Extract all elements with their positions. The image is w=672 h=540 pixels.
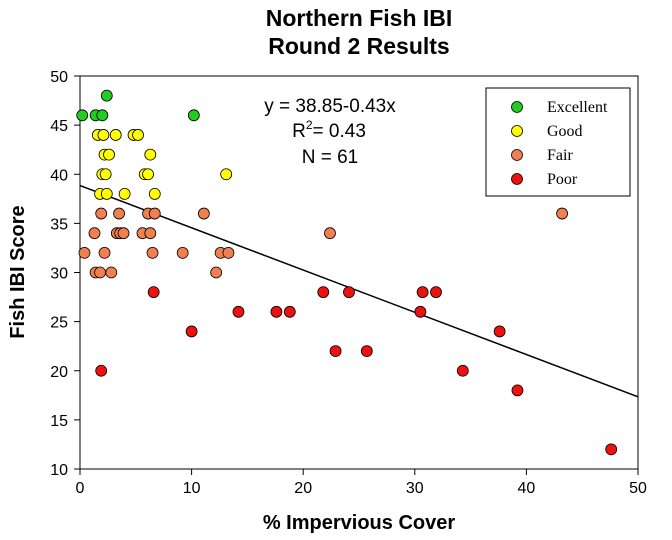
trendline-group <box>79 184 639 398</box>
data-point <box>76 109 89 122</box>
data-point <box>118 187 131 200</box>
data-point <box>142 168 154 181</box>
legend-marker <box>511 173 523 185</box>
data-point <box>99 168 112 181</box>
x-tick-label: 30 <box>406 480 424 497</box>
data-point <box>324 227 336 240</box>
data-point <box>493 325 506 338</box>
legend-label: Fair <box>547 147 573 164</box>
data-point <box>556 207 569 220</box>
series-poor <box>95 286 618 456</box>
data-point <box>197 207 210 220</box>
data-point <box>109 129 122 141</box>
x-tick-label: 40 <box>518 480 536 497</box>
data-point <box>94 266 106 279</box>
data-point <box>360 345 373 358</box>
data-point <box>103 148 115 161</box>
regression-equation: y = 38.85-0.43x <box>264 96 396 117</box>
data-point <box>146 246 159 259</box>
data-point <box>343 286 355 299</box>
data-point <box>185 325 198 338</box>
legend: Excellent Good Fair Poor <box>485 87 631 197</box>
legend-label: Poor <box>547 171 578 188</box>
data-points <box>76 89 618 456</box>
data-point <box>132 129 144 141</box>
data-point <box>283 305 296 318</box>
series-good <box>91 129 233 200</box>
data-point <box>232 305 245 318</box>
x-axis-label: % Impervious Cover <box>263 512 456 534</box>
y-tick-label: 25 <box>50 315 68 332</box>
y-tick-label: 20 <box>50 364 68 381</box>
data-point <box>176 246 189 259</box>
y-tick-label: 10 <box>50 462 68 479</box>
data-point <box>88 227 101 240</box>
legend-label: Excellent <box>547 99 608 116</box>
legend-items: Excellent Good Fair Poor <box>511 99 608 188</box>
y-tick-label: 40 <box>50 167 68 184</box>
chart-title-line-2: Round 2 Results <box>268 33 449 59</box>
legend-marker <box>511 101 523 113</box>
data-point <box>456 364 469 377</box>
data-point <box>148 207 161 220</box>
data-point <box>117 227 130 240</box>
y-tick-label: 30 <box>50 266 68 283</box>
data-point <box>148 187 161 200</box>
y-tick-label: 15 <box>50 413 68 430</box>
data-point <box>98 246 111 259</box>
data-point <box>100 187 113 200</box>
axis-ticks: 0 10 20 30 40 50 10 15 20 25 30 35 40 45 50 <box>50 69 647 497</box>
y-axis-label: Fish IBI Score <box>7 205 29 338</box>
data-point <box>95 207 108 220</box>
r-squared: R2= 0.43 <box>292 118 366 142</box>
data-point <box>414 305 427 318</box>
data-point <box>317 286 330 299</box>
data-point <box>105 266 118 279</box>
data-point <box>100 89 113 102</box>
r-squared-value: = 0.43 <box>313 121 366 142</box>
legend-box <box>485 87 631 197</box>
x-tick-label: 50 <box>629 480 647 497</box>
chart-title-line-1: Northern Fish IBI <box>266 5 453 31</box>
data-point <box>147 286 160 299</box>
trendline <box>79 184 639 398</box>
data-point <box>511 384 524 397</box>
x-tick-label: 0 <box>76 480 85 497</box>
y-tick-label: 35 <box>50 216 68 233</box>
data-point <box>210 266 223 279</box>
regression-annotation: y = 38.85-0.43x R2= 0.43 N = 61 <box>264 96 396 168</box>
y-tick-label: 45 <box>50 118 68 135</box>
data-point <box>95 364 108 377</box>
legend-label: Good <box>547 123 583 140</box>
data-point <box>78 246 91 259</box>
data-point <box>605 443 618 456</box>
data-point <box>222 246 235 259</box>
data-point <box>329 345 342 358</box>
x-tick-label: 20 <box>294 480 312 497</box>
sample-size: N = 61 <box>302 147 359 168</box>
data-point <box>220 168 233 181</box>
legend-marker <box>511 149 523 161</box>
data-point <box>113 207 125 220</box>
series-fair <box>78 207 569 279</box>
data-point <box>144 227 157 240</box>
data-point <box>430 286 442 299</box>
r-squared-prefix: R <box>292 121 306 142</box>
data-point <box>270 305 283 318</box>
series-excellent <box>76 89 200 122</box>
data-point <box>144 148 157 161</box>
data-point <box>96 109 109 122</box>
r-squared-superscript: 2 <box>306 118 313 132</box>
data-point <box>97 129 110 141</box>
x-tick-label: 10 <box>183 480 201 497</box>
data-point <box>187 109 200 122</box>
legend-marker <box>511 125 523 137</box>
data-point <box>416 286 429 299</box>
y-tick-label: 50 <box>50 69 68 86</box>
